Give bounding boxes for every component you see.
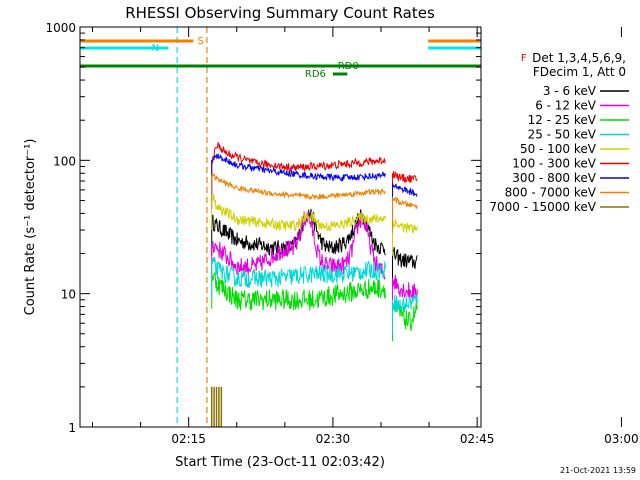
- series-line: [211, 194, 386, 232]
- night-flag-label: N: [151, 43, 158, 54]
- saa-flag-label: S: [197, 36, 203, 47]
- plot-area: S N F RD0 RD6: [79, 26, 527, 428]
- x-tick-label: 02:30: [316, 432, 351, 446]
- series-line: [211, 153, 386, 182]
- series-lines: [210, 141, 418, 427]
- y-tick-label: 100: [53, 154, 76, 168]
- y-tick-label: 1000: [45, 21, 76, 35]
- x-tick-label: 02:15: [171, 432, 206, 446]
- series-line: [211, 256, 386, 288]
- series-line: [392, 247, 418, 270]
- series-line: [392, 274, 418, 301]
- series-line: [211, 172, 386, 201]
- legend-entry-label: 3 - 6 keV: [543, 84, 597, 98]
- y-tick-label: 10: [61, 288, 76, 302]
- rd0-flag-label: RD0: [338, 61, 359, 72]
- series-line: [392, 182, 418, 198]
- chart-title: RHESSI Observing Summary Count Rates: [125, 4, 435, 22]
- series-line: [392, 171, 418, 184]
- series-line: [211, 141, 386, 172]
- x-tick-label: 03:00: [604, 432, 639, 446]
- flare-flag-label: F: [521, 53, 527, 64]
- legend-entry-label: 300 - 800 keV: [512, 171, 596, 185]
- series-line: [392, 196, 418, 210]
- y-axis: 1 10 100 1000: [45, 21, 481, 435]
- plot-frame: [79, 26, 482, 428]
- legend-header-line-1: Det 1,3,4,5,6,9,: [532, 51, 626, 65]
- x-axis-label: Start Time (23-Oct-11 02:03:42): [175, 455, 385, 470]
- series-line: [392, 219, 418, 234]
- legend-entry-label: 25 - 50 keV: [528, 128, 597, 142]
- legend-entry-label: 800 - 7000 keV: [505, 186, 597, 200]
- legend-header-line-2: FDecim 1, Att 0: [533, 65, 626, 79]
- legend-entry-label: 6 - 12 keV: [535, 99, 597, 113]
- series-line: [211, 271, 386, 311]
- legend-entry-label: 12 - 25 keV: [528, 113, 597, 127]
- y-tick-label: 1: [68, 421, 76, 435]
- vertical-markers: [176, 27, 208, 427]
- series-line: [211, 211, 386, 281]
- x-tick-label: 02:45: [460, 432, 495, 446]
- legend-entry-label: 50 - 100 keV: [520, 142, 597, 156]
- legend-entry-label: 7000 - 15000 keV: [489, 200, 596, 214]
- rd6-flag-label: RD6: [305, 69, 326, 80]
- flag-bars: S N F RD0 RD6: [80, 36, 527, 80]
- legend: Det 1,3,4,5,6,9, FDecim 1, Att 0 3 - 6 k…: [489, 51, 629, 214]
- plot-timestamp: 21-Oct-2021 13:59: [560, 466, 636, 475]
- series-line: [392, 293, 418, 313]
- y-axis-label: Count Rate (s⁻¹ detector⁻¹): [23, 139, 38, 316]
- legend-entry-label: 100 - 300 keV: [512, 157, 596, 171]
